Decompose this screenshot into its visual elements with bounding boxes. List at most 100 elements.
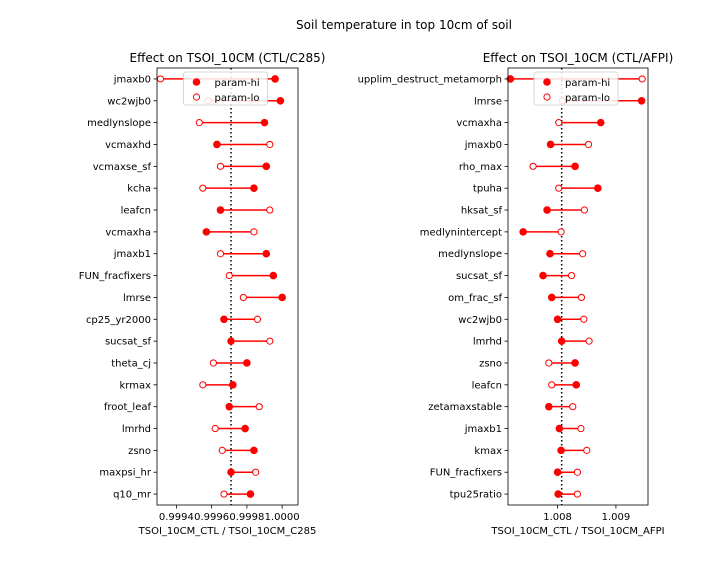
category-label: jmaxb1 bbox=[113, 249, 151, 260]
param-lo-point bbox=[567, 271, 576, 280]
param-lo-point bbox=[580, 206, 589, 214]
param-hi-point bbox=[241, 424, 249, 433]
param-lo-point bbox=[577, 424, 585, 433]
category-label: medlynintercept bbox=[420, 227, 502, 238]
category-label: jmaxb0 bbox=[464, 140, 502, 151]
legend-hi-marker bbox=[543, 78, 551, 86]
param-lo-point bbox=[583, 446, 591, 454]
category-label: medlynslope bbox=[87, 118, 151, 129]
category-label: lmrhd bbox=[473, 337, 502, 348]
category-label: upplim_destruct_metamorph bbox=[358, 74, 502, 85]
param-hi-point bbox=[545, 402, 553, 411]
legend-hi-marker bbox=[192, 78, 201, 86]
category-label: tpu25ratio bbox=[450, 490, 502, 501]
param-lo-point bbox=[266, 140, 274, 149]
param-lo-point bbox=[584, 140, 593, 149]
param-hi-point bbox=[227, 337, 235, 345]
x-tick-label: 0.9994 bbox=[159, 512, 194, 523]
param-lo-point bbox=[253, 315, 262, 323]
param-hi-point bbox=[553, 315, 562, 324]
x-axis-label: TSOI_10CM_CTL / TSOI_10CM_C285 bbox=[138, 526, 317, 537]
param-lo-point bbox=[199, 184, 207, 192]
category-label: kmax bbox=[474, 446, 502, 457]
param-hi-point bbox=[278, 293, 286, 302]
param-hi-point bbox=[546, 140, 555, 149]
param-hi-point bbox=[269, 271, 278, 280]
param-lo-point bbox=[156, 75, 165, 83]
category-label: sucsat_sf bbox=[456, 271, 503, 282]
x-axis-label: TSOI_10CM_CTL / TSOI_10CM_AFPI bbox=[490, 526, 664, 537]
category-label: vcmaxha bbox=[105, 227, 151, 238]
legend-lo-label: param-lo bbox=[565, 93, 610, 104]
x-tick-label: 1.009 bbox=[602, 512, 631, 523]
legend-lo-marker bbox=[192, 93, 201, 101]
category-label: om_frac_sf bbox=[448, 293, 502, 304]
param-lo-point bbox=[225, 271, 233, 280]
param-hi-point bbox=[555, 424, 564, 433]
param-hi-point bbox=[594, 184, 602, 192]
param-hi-point bbox=[539, 271, 547, 280]
param-hi-point bbox=[260, 118, 269, 127]
category-label: tpuha bbox=[473, 184, 502, 195]
param-hi-point bbox=[228, 381, 237, 389]
param-hi-point bbox=[202, 228, 211, 236]
param-hi-point bbox=[250, 184, 258, 192]
param-lo-point bbox=[555, 119, 563, 127]
legend-hi-label: param-hi bbox=[215, 78, 260, 89]
category-label: zsno bbox=[479, 358, 502, 369]
category-label: froot_leaf bbox=[104, 402, 152, 413]
x-tick-label: 1.0000 bbox=[265, 512, 300, 523]
x-tick-label: 0.9996 bbox=[194, 512, 229, 523]
category-label: lmrse bbox=[474, 96, 502, 107]
param-hi-point bbox=[227, 468, 235, 477]
param-hi-point bbox=[547, 293, 556, 302]
param-hi-point bbox=[276, 96, 285, 105]
left-panel: Effect on TSOI_10CM (CTL/C285) jmaxb0 wc2w… bbox=[79, 51, 326, 537]
param-hi-point bbox=[557, 337, 566, 345]
param-hi-point bbox=[554, 490, 562, 498]
param-hi-point bbox=[271, 75, 279, 83]
param-lo-point bbox=[239, 293, 247, 302]
category-label: sucsat_sf bbox=[105, 337, 152, 348]
category-label: zsno bbox=[128, 446, 151, 457]
plot-frame bbox=[507, 67, 649, 506]
param-lo-point bbox=[218, 446, 226, 454]
param-lo-point bbox=[545, 359, 553, 367]
category-label: wc2wjb0 bbox=[458, 315, 502, 326]
param-hi-point bbox=[225, 402, 234, 411]
param-hi-point bbox=[246, 490, 255, 498]
category-label: jmaxb0 bbox=[113, 74, 151, 85]
category-label: hksat_sf bbox=[461, 206, 503, 217]
figure-suptitle: Soil temperature in top 10cm of soil bbox=[296, 18, 512, 32]
category-label: krmax bbox=[119, 380, 151, 391]
param-hi-point bbox=[553, 468, 562, 477]
category-label: vcmaxse_sf bbox=[93, 162, 152, 173]
param-lo-point bbox=[250, 228, 258, 236]
category-label: q10_mr bbox=[113, 490, 152, 501]
param-lo-point bbox=[577, 293, 586, 302]
category-label: FUN_fracfixers bbox=[430, 468, 502, 479]
category-label: FUN_fracfixers bbox=[79, 271, 151, 282]
param-lo-point bbox=[216, 250, 225, 258]
param-hi-point bbox=[571, 162, 579, 171]
param-hi-point bbox=[596, 118, 605, 127]
category-label: vcmaxhd bbox=[105, 140, 151, 151]
category-label: leafcn bbox=[472, 380, 502, 391]
param-lo-point bbox=[579, 250, 587, 258]
param-hi-point bbox=[519, 228, 527, 236]
param-hi-point bbox=[546, 249, 554, 258]
param-lo-point bbox=[638, 75, 646, 83]
category-label: wc2wjb0 bbox=[107, 96, 151, 107]
param-hi-point bbox=[250, 446, 258, 455]
param-hi-point bbox=[637, 96, 646, 105]
plot-frame bbox=[156, 67, 299, 506]
legend-lo-label: param-lo bbox=[215, 93, 260, 104]
category-label: zetamaxstable bbox=[428, 402, 502, 413]
param-lo-point bbox=[216, 162, 225, 170]
x-tick-label: 1.008 bbox=[543, 512, 572, 523]
param-hi-point bbox=[213, 140, 221, 149]
right-panel: Effect on TSOI_10CM (CTL/AFPI) upplim_des… bbox=[358, 51, 674, 537]
param-hi-point bbox=[243, 359, 251, 367]
param-lo-point bbox=[548, 381, 556, 389]
legend-hi-label: param-hi bbox=[565, 78, 610, 89]
